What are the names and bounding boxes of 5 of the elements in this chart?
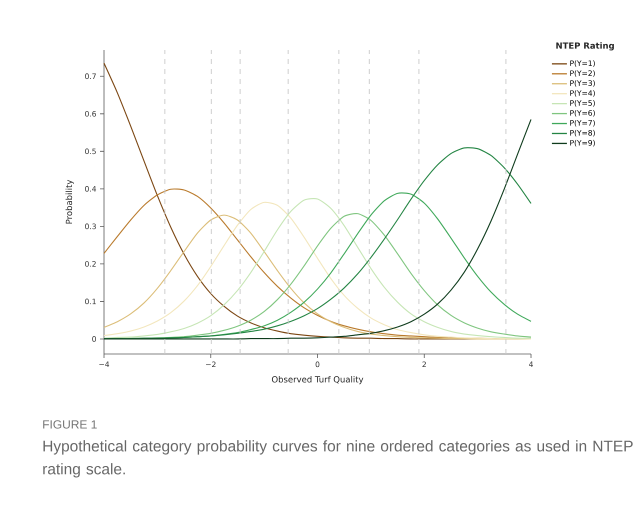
text: Hypothetical category probability curves for nine ordered categories as used in NTEP rating scale. [43,440,633,478]
x-axis-title: Observed Turf Quality [272,376,364,384]
legend-title: NTEP Rating [556,42,614,50]
caption: FIGURE 1 [43,420,97,429]
y-axis-title: Probability [66,180,74,224]
